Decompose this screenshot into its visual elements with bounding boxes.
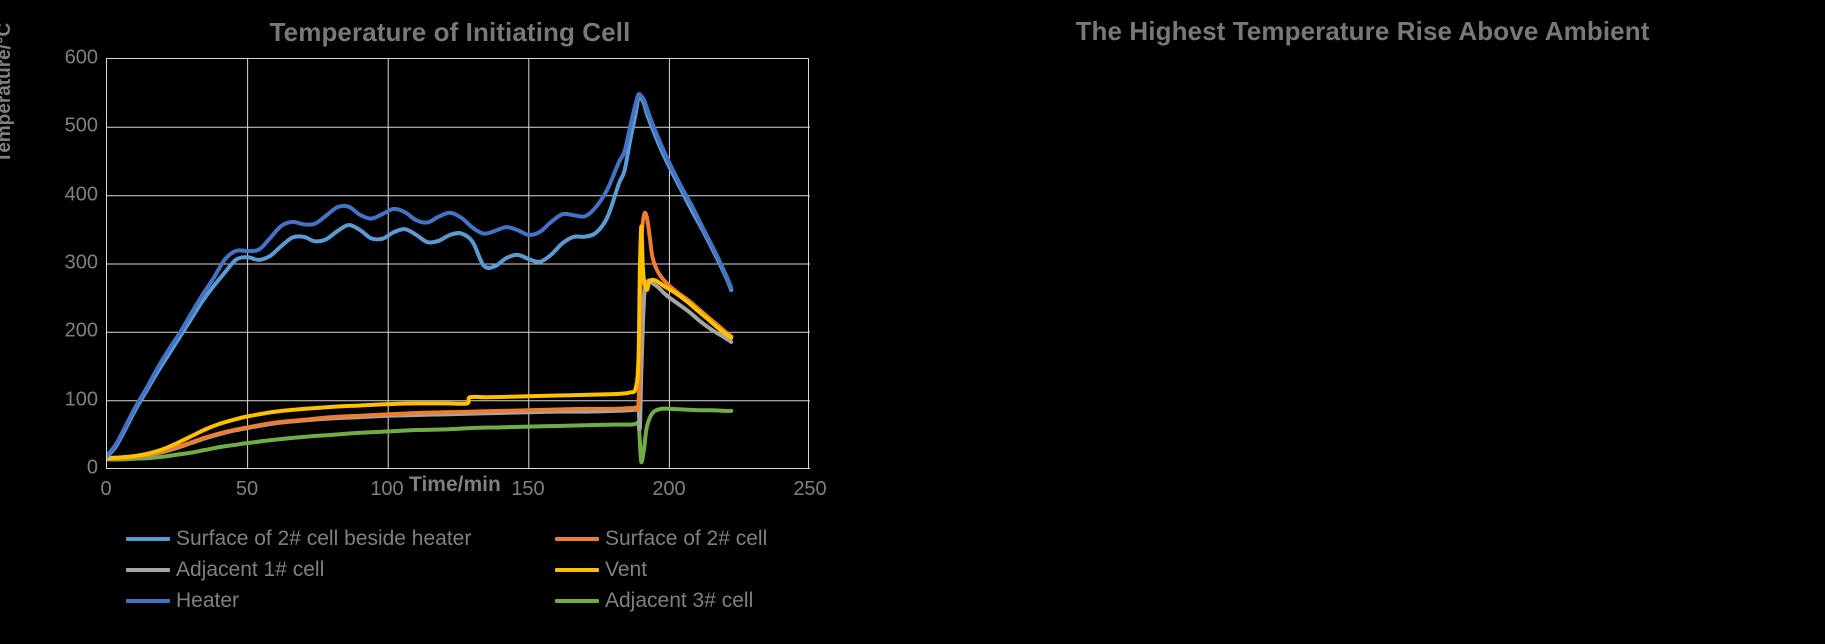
y-tick-label: 400 bbox=[64, 183, 98, 206]
y-tick-label: 500 bbox=[64, 114, 98, 137]
data-series-layer bbox=[107, 92, 734, 465]
legend-line-icon bbox=[555, 599, 599, 603]
x-tick-label: 100 bbox=[370, 478, 404, 500]
legend-item[interactable]: Adjacent 3# cell bbox=[555, 587, 767, 615]
legend-label: Adjacent 3# cell bbox=[605, 589, 754, 612]
legend-item[interactable]: Vent bbox=[555, 556, 767, 584]
x-tick-label: 200 bbox=[652, 478, 686, 500]
legend-column-1: Surface of 2# cell beside heater Adjacen… bbox=[126, 525, 471, 618]
legend-item[interactable]: Surface of 2# cell beside heater bbox=[126, 525, 471, 553]
chart-plot-svg bbox=[107, 59, 810, 469]
legend-label: Surface of 2# cell beside heater bbox=[176, 527, 472, 550]
legend-item[interactable]: Adjacent 1# cell bbox=[126, 556, 471, 584]
series-line bbox=[107, 92, 734, 458]
x-tick-label: 250 bbox=[793, 478, 827, 500]
y-axis-tick-labels: 600 500 400 300 200 100 0 bbox=[0, 0, 98, 644]
legend-line-icon bbox=[126, 568, 170, 572]
legend-item[interactable]: Surface of 2# cell bbox=[555, 525, 767, 553]
y-tick-label: 100 bbox=[64, 388, 98, 411]
chart-panel-left: Temperature of Initiating Cell 600 500 4… bbox=[0, 0, 900, 644]
vertical-gridlines bbox=[247, 59, 670, 469]
legend-line-icon bbox=[126, 537, 170, 541]
legend-item[interactable]: Heater bbox=[126, 587, 471, 615]
legend-label: Vent bbox=[605, 558, 648, 581]
y-axis-title: Temperature/°C bbox=[0, 22, 15, 163]
series-line bbox=[107, 406, 734, 465]
x-tick-label: 50 bbox=[235, 478, 259, 500]
plot-area bbox=[106, 58, 810, 469]
x-tick-label: 0 bbox=[100, 478, 112, 500]
legend-line-icon bbox=[555, 537, 599, 541]
legend-line-icon bbox=[555, 568, 599, 572]
x-tick-label: 150 bbox=[511, 478, 545, 500]
y-tick-label: 300 bbox=[64, 251, 98, 274]
y-tick-label: 600 bbox=[64, 46, 98, 69]
x-axis-title: Time/min bbox=[409, 473, 501, 496]
legend-label: Adjacent 1# cell bbox=[176, 558, 325, 581]
series-line bbox=[107, 224, 734, 461]
y-tick-label: 0 bbox=[86, 456, 98, 479]
legend-column-2: Surface of 2# cell Vent Adjacent 3# cell bbox=[555, 525, 767, 618]
horizontal-gridlines bbox=[107, 126, 810, 402]
chart-title-left: Temperature of Initiating Cell bbox=[269, 17, 631, 47]
legend-label: Heater bbox=[176, 589, 240, 612]
y-tick-label: 200 bbox=[64, 319, 98, 342]
x-axis-line bbox=[106, 468, 810, 469]
legend-line-icon bbox=[126, 599, 170, 603]
series-line bbox=[107, 210, 734, 461]
chart-title-right: The Highest Temperature Rise Above Ambie… bbox=[1075, 16, 1650, 46]
legend-label: Surface of 2# cell bbox=[605, 527, 768, 550]
chart-panel-right: The Highest Temperature Rise Above Ambie… bbox=[900, 0, 1825, 644]
chart-legend: Surface of 2# cell beside heater Adjacen… bbox=[106, 525, 826, 625]
